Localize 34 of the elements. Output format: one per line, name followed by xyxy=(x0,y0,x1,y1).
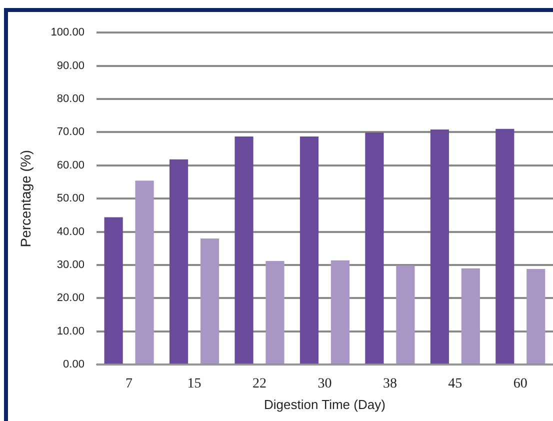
y-tick-label: 0.00 xyxy=(63,358,84,371)
y-tick-label: 10.00 xyxy=(56,325,84,338)
y-tick-label: 100.00 xyxy=(50,26,84,39)
bar xyxy=(396,266,415,364)
y-tick-label: 20.00 xyxy=(56,292,84,304)
bar xyxy=(430,130,449,364)
x-tick-label: 38 xyxy=(382,376,397,392)
x-tick-label: 45 xyxy=(448,376,462,392)
x-tick-label: 15 xyxy=(187,376,202,392)
y-tick-label: 40.00 xyxy=(56,226,84,238)
y-tick-label: 90.00 xyxy=(56,60,84,72)
bar xyxy=(266,261,284,364)
bar xyxy=(234,136,254,364)
bar xyxy=(461,268,480,364)
x-tick-label: 22 xyxy=(252,376,266,392)
bar xyxy=(496,128,514,364)
y-tick-label: 80.00 xyxy=(56,93,84,106)
y-tick-label: 50.00 xyxy=(56,192,84,205)
bar xyxy=(526,268,546,364)
y-tick-label: 70.00 xyxy=(56,126,84,138)
x-tick-label: 7 xyxy=(126,376,133,392)
x-tick-label: 60 xyxy=(513,376,528,392)
bar xyxy=(365,132,384,364)
x-tick-label: 30 xyxy=(318,376,332,392)
bar xyxy=(300,136,319,364)
bar xyxy=(169,159,188,364)
x-axis-title: Digestion Time (Day) xyxy=(264,396,386,412)
y-axis-title: Percentage (%) xyxy=(17,150,34,248)
bar xyxy=(330,260,350,364)
y-tick-label: 60.00 xyxy=(56,159,84,172)
bar xyxy=(135,180,154,364)
bar xyxy=(200,238,220,364)
y-tick-label: 30.00 xyxy=(56,259,84,272)
bar xyxy=(104,217,123,364)
